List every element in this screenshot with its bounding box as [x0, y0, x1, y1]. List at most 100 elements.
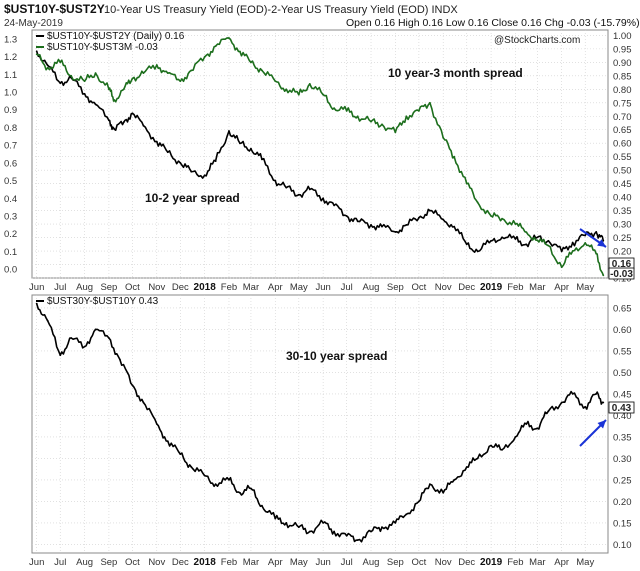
- data-point: [261, 69, 263, 72]
- data-point: [453, 479, 456, 481]
- x-tick-label: Sep: [100, 557, 117, 568]
- x-tick-label: Oct: [125, 282, 140, 293]
- data-point: [228, 130, 230, 132]
- data-point: [155, 423, 158, 425]
- data-point: [179, 80, 182, 83]
- data-point: [94, 103, 97, 106]
- y-tick-label-right: 0.65: [613, 303, 632, 314]
- y-tick-label-right: 0.30: [613, 454, 632, 465]
- data-point: [142, 401, 145, 404]
- x-tick-label: Aug: [363, 557, 380, 568]
- data-point: [394, 231, 397, 233]
- panel-frame: [31, 294, 609, 554]
- data-point: [274, 80, 277, 83]
- x-tick-label: Jun: [315, 557, 330, 568]
- y-tick-label-left: 0.1: [4, 247, 17, 258]
- data-point: [108, 88, 110, 91]
- x-tick-label: Jul: [341, 282, 353, 293]
- data-point: [595, 231, 598, 233]
- x-tick-label: Nov: [148, 282, 165, 293]
- x-tick-label: Aug: [76, 282, 93, 293]
- annotation-10y-2y: 10-2 year spread: [145, 191, 240, 205]
- x-tick-label: Jun: [29, 282, 44, 293]
- y-tick-label-left: 0.7: [4, 141, 17, 152]
- y-tick-label-right: 0.35: [613, 432, 632, 443]
- arrow-up-head: [597, 420, 606, 429]
- data-point: [370, 120, 372, 123]
- data-point: [536, 236, 539, 239]
- data-point: [547, 239, 550, 242]
- data-point: [417, 500, 420, 503]
- data-point: [122, 88, 125, 91]
- data-point: [381, 526, 383, 529]
- data-point: [476, 457, 479, 460]
- legend-label: $UST30Y-$UST10Y 0.43: [47, 296, 159, 307]
- data-point: [525, 423, 528, 425]
- data-point: [356, 115, 359, 118]
- data-point: [560, 401, 563, 404]
- data-point: [190, 466, 193, 468]
- data-point: [571, 241, 574, 244]
- data-point: [122, 121, 125, 124]
- data-point: [166, 151, 169, 154]
- data-point: [203, 56, 206, 58]
- y-tick-label-right: 0.30: [613, 220, 632, 231]
- data-point: [308, 530, 311, 533]
- data-point: [35, 50, 38, 53]
- data-point: [333, 107, 336, 110]
- y-tick-label-left: 1.2: [4, 52, 17, 63]
- y-tick-label-right: 0.35: [613, 206, 632, 217]
- y-tick-label-left: 0.5: [4, 176, 17, 187]
- data-point: [322, 93, 325, 96]
- data-point: [250, 487, 252, 490]
- x-tick-label: 2018: [194, 282, 217, 293]
- x-tick-label: Jun: [315, 282, 330, 293]
- y-tick-label-left: 1.1: [4, 70, 17, 81]
- data-point: [35, 302, 38, 305]
- x-tick-label: May: [290, 557, 308, 568]
- y-tick-label-right: 0.95: [613, 44, 632, 55]
- x-tick-label: May: [576, 282, 594, 293]
- data-point: [547, 410, 550, 412]
- data-point: [453, 155, 456, 158]
- data-point: [108, 337, 110, 339]
- bottom-panel: 0.65 0.60 0.55 0.50 0.45 0.40 0.35 0.30 0.25 0.20…: [29, 294, 635, 568]
- data-point: [308, 188, 311, 191]
- chart-symbol: $UST10Y-$UST2Y: [4, 2, 105, 16]
- arrow-down-head: [597, 239, 606, 247]
- data-point: [514, 223, 517, 225]
- y-tick-label-right: 0.45: [613, 179, 632, 190]
- chart-date: 24-May-2019: [4, 18, 63, 29]
- data-point: [59, 61, 62, 64]
- data-point: [261, 158, 263, 161]
- x-tick-label: Apr: [554, 557, 569, 568]
- data-point: [239, 491, 241, 494]
- x-tick-label: May: [290, 282, 308, 293]
- data-point: [131, 112, 134, 115]
- data-point: [108, 119, 110, 122]
- y-tick-label-left: 0.0: [4, 265, 17, 276]
- data-point: [417, 109, 420, 112]
- data-point: [525, 231, 528, 234]
- data-point: [442, 218, 445, 221]
- y-tick-label-left: 1.0: [4, 88, 17, 99]
- series-line-1: [36, 37, 605, 276]
- y-tick-label-right: 0.80: [613, 85, 632, 96]
- data-point: [333, 204, 336, 207]
- data-point: [584, 234, 587, 237]
- data-point: [308, 83, 311, 85]
- data-point: [190, 69, 193, 72]
- y-tick-label-left: 0.4: [4, 194, 17, 205]
- y-tick-label-right: 0.45: [613, 389, 632, 400]
- data-point: [214, 160, 217, 162]
- y-tick-label-left: 1.3: [4, 34, 17, 45]
- data-point: [453, 225, 456, 228]
- x-tick-label: Feb: [221, 282, 237, 293]
- y-tick-label-right: 0.70: [613, 112, 632, 123]
- y-tick-label-right: 0.20: [613, 247, 632, 258]
- data-point: [381, 225, 383, 228]
- x-tick-label: Nov: [148, 557, 165, 568]
- data-point: [428, 209, 431, 212]
- data-point: [113, 99, 116, 101]
- y-tick-label-right: 0.55: [613, 152, 632, 163]
